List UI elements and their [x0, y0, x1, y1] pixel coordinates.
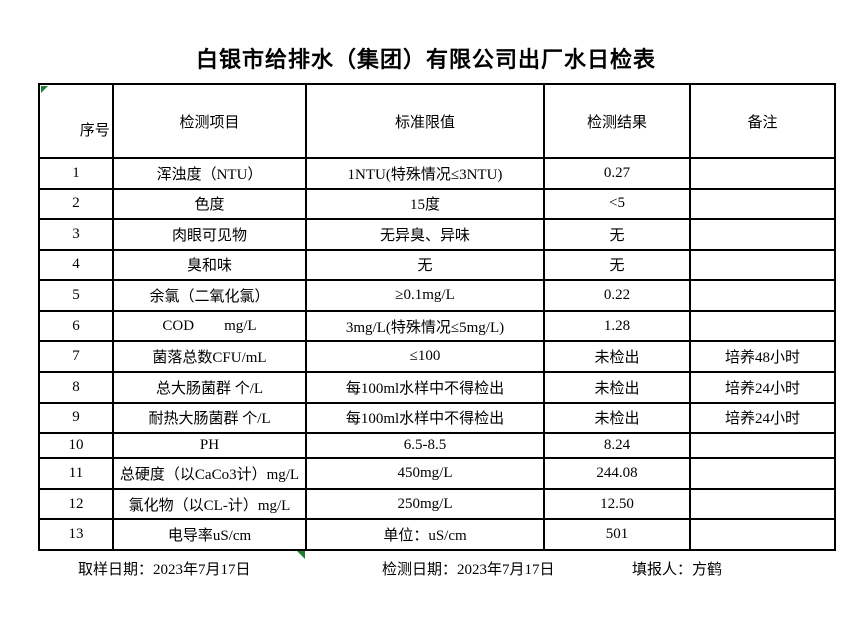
table-row: 9 耐热大肠菌群 个/L 每100ml水样中不得检出 未检出 培养24小时 — [38, 401, 836, 435]
cell-serial-number: 1 — [38, 157, 114, 190]
cell-standard-limit: 250mg/L — [305, 487, 545, 521]
header-cell-remark: 备注 — [689, 83, 836, 159]
cell-standard-limit: 无 — [305, 248, 545, 282]
cell-serial-number: 7 — [38, 340, 114, 373]
sampling-date-label: 取样日期：2023年7月17日 — [78, 562, 251, 578]
inspection-table: 序号 检测项目 标准限值 检测结果 备注 1 浑浊度（NTU） 1NTU(特殊情… — [38, 83, 836, 551]
cell-test-item: 菌落总数CFU/mL — [112, 340, 307, 373]
cell-remark — [689, 157, 836, 190]
cell-test-result: 0.27 — [543, 157, 691, 190]
table-row: 7 菌落总数CFU/mL ≤100 未检出 培养48小时 — [38, 340, 836, 373]
cell-test-result: 未检出 — [543, 340, 691, 373]
cell-serial-number: 2 — [38, 187, 114, 221]
cell-test-item: PH — [112, 432, 307, 460]
cell-standard-limit: 1NTU(特殊情况≤3NTU) — [305, 157, 545, 190]
header-cell-test-item: 检测项目 — [112, 83, 307, 159]
cell-test-item: COD mg/L — [112, 309, 307, 343]
header-row: 序号 检测项目 标准限值 检测结果 备注 — [38, 83, 836, 159]
cell-serial-number: 3 — [38, 218, 114, 251]
cell-remark — [689, 432, 836, 460]
cell-test-item: 臭和味 — [112, 248, 307, 282]
cell-test-result: 8.24 — [543, 432, 691, 460]
footer: 取样日期：2023年7月17日 检测日期：2023年7月17日 填报人：方鹤 — [0, 558, 852, 580]
table-row: 1 浑浊度（NTU） 1NTU(特殊情况≤3NTU) 0.27 — [38, 157, 836, 190]
cell-test-result: 未检出 — [543, 401, 691, 435]
cell-serial-number: 5 — [38, 279, 114, 312]
reporter-label: 填报人：方鹤 — [632, 562, 723, 578]
cell-remark: 培养24小时 — [689, 401, 836, 435]
cell-test-item: 余氯（二氧化氯） — [112, 279, 307, 312]
cell-remark: 培养24小时 — [689, 370, 836, 404]
cell-serial-number: 6 — [38, 309, 114, 343]
cell-standard-limit: 450mg/L — [305, 457, 545, 490]
cell-test-result: 无 — [543, 248, 691, 282]
table-row: 13 电导率uS/cm 单位：uS/cm 501 — [38, 518, 836, 551]
cell-remark — [689, 187, 836, 221]
green-triangle-marker-icon — [297, 551, 305, 559]
cell-test-result: 501 — [543, 518, 691, 551]
table-row: 8 总大肠菌群 个/L 每100ml水样中不得检出 未检出 培养24小时 — [38, 370, 836, 404]
cell-standard-limit: 6.5-8.5 — [305, 432, 545, 460]
cell-test-result: 244.08 — [543, 457, 691, 490]
cell-remark — [689, 248, 836, 282]
cell-standard-limit: 单位：uS/cm — [305, 518, 545, 551]
cell-remark: 培养48小时 — [689, 340, 836, 373]
cell-remark — [689, 309, 836, 343]
cell-standard-limit: 每100ml水样中不得检出 — [305, 370, 545, 404]
table-row: 10 PH 6.5-8.5 8.24 — [38, 432, 836, 460]
cell-standard-limit: 15度 — [305, 187, 545, 221]
cell-standard-limit: ≤100 — [305, 340, 545, 373]
cell-test-item: 总硬度（以CaCo3计）mg/L — [112, 457, 307, 490]
table-row: 6 COD mg/L 3mg/L(特殊情况≤5mg/L) 1.28 — [38, 309, 836, 343]
cell-test-item: 氯化物（以CL-计）mg/L — [112, 487, 307, 521]
table-row: 2 色度 15度 <5 — [38, 187, 836, 221]
cell-serial-number: 9 — [38, 401, 114, 435]
cell-standard-limit: 无异臭、异味 — [305, 218, 545, 251]
page-title: 白银市给排水（集团）有限公司出厂水日检表 — [195, 47, 656, 72]
cell-remark — [689, 487, 836, 521]
table-row: 11 总硬度（以CaCo3计）mg/L 450mg/L 244.08 — [38, 457, 836, 490]
cell-serial-number: 11 — [38, 457, 114, 490]
cell-test-result: <5 — [543, 187, 691, 221]
cell-serial-number: 8 — [38, 370, 114, 404]
cell-test-result: 无 — [543, 218, 691, 251]
table-row: 4 臭和味 无 无 — [38, 248, 836, 282]
cell-test-item: 总大肠菌群 个/L — [112, 370, 307, 404]
excel-error-triangle-icon — [41, 86, 48, 93]
header-cell-serial: 序号 — [38, 83, 114, 159]
cell-test-result: 12.50 — [543, 487, 691, 521]
cell-test-item: 浑浊度（NTU） — [112, 157, 307, 190]
cell-standard-limit: ≥0.1mg/L — [305, 279, 545, 312]
cell-standard-limit: 每100ml水样中不得检出 — [305, 401, 545, 435]
cell-test-result: 未检出 — [543, 370, 691, 404]
table-row: 12 氯化物（以CL-计）mg/L 250mg/L 12.50 — [38, 487, 836, 521]
cell-test-result: 1.28 — [543, 309, 691, 343]
cell-serial-number: 4 — [38, 248, 114, 282]
cell-test-item: 电导率uS/cm — [112, 518, 307, 551]
cell-standard-limit: 3mg/L(特殊情况≤5mg/L) — [305, 309, 545, 343]
header-cell-standard-limit: 标准限值 — [305, 83, 545, 159]
cell-remark — [689, 457, 836, 490]
table-row: 5 余氯（二氧化氯） ≥0.1mg/L 0.22 — [38, 279, 836, 312]
cell-test-result: 0.22 — [543, 279, 691, 312]
cell-serial-number: 10 — [38, 432, 114, 460]
cell-serial-number: 12 — [38, 487, 114, 521]
cell-test-item: 肉眼可见物 — [112, 218, 307, 251]
header-cell-test-result: 检测结果 — [543, 83, 691, 159]
cell-remark — [689, 518, 836, 551]
cell-remark — [689, 279, 836, 312]
header-label-serial: 序号 — [79, 123, 110, 139]
cell-remark — [689, 218, 836, 251]
cell-serial-number: 13 — [38, 518, 114, 551]
cell-test-item: 色度 — [112, 187, 307, 221]
test-date-label: 检测日期：2023年7月17日 — [382, 562, 555, 578]
cell-test-item: 耐热大肠菌群 个/L — [112, 401, 307, 435]
table-row: 3 肉眼可见物 无异臭、异味 无 — [38, 218, 836, 251]
